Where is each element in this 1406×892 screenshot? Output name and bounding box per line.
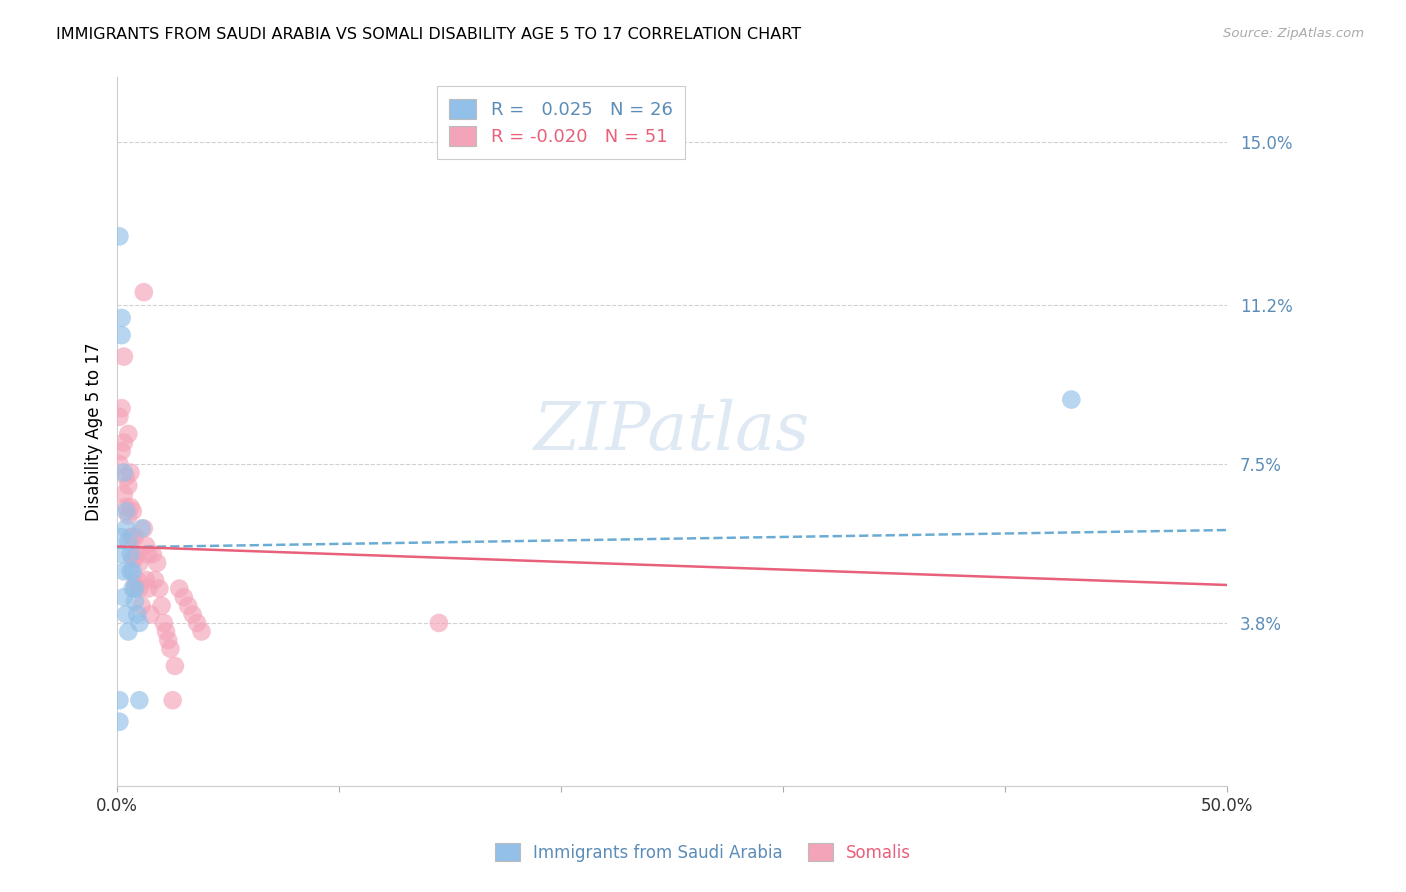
Point bbox=[131, 521, 153, 535]
Point bbox=[117, 624, 139, 639]
Point bbox=[136, 547, 159, 561]
Point bbox=[427, 615, 450, 630]
Point bbox=[115, 521, 138, 535]
Point bbox=[148, 582, 170, 596]
Point bbox=[124, 582, 146, 596]
Point bbox=[136, 582, 159, 596]
Point bbox=[117, 426, 139, 441]
Point bbox=[135, 573, 157, 587]
Point bbox=[132, 285, 155, 300]
Point bbox=[127, 547, 149, 561]
Point bbox=[111, 328, 134, 343]
Point bbox=[173, 590, 195, 604]
Point bbox=[111, 530, 134, 544]
Point bbox=[115, 500, 138, 514]
Text: Source: ZipAtlas.com: Source: ZipAtlas.com bbox=[1223, 27, 1364, 40]
Point bbox=[112, 350, 135, 364]
Point bbox=[163, 659, 186, 673]
Point bbox=[177, 599, 200, 613]
Point bbox=[115, 504, 138, 518]
Point bbox=[127, 573, 149, 587]
Point bbox=[169, 582, 191, 596]
Point bbox=[124, 530, 146, 544]
Point bbox=[128, 615, 150, 630]
Point bbox=[186, 615, 208, 630]
Point bbox=[162, 693, 184, 707]
Point bbox=[181, 607, 204, 622]
Point bbox=[117, 534, 139, 549]
Point bbox=[115, 470, 138, 484]
Point bbox=[152, 615, 174, 630]
Point bbox=[127, 607, 149, 622]
Point bbox=[150, 599, 173, 613]
Point bbox=[124, 594, 146, 608]
Point bbox=[112, 590, 135, 604]
Point bbox=[155, 624, 177, 639]
Point bbox=[132, 521, 155, 535]
Point bbox=[157, 633, 180, 648]
Point bbox=[117, 478, 139, 492]
Point bbox=[142, 547, 165, 561]
Point bbox=[121, 504, 143, 518]
Point bbox=[128, 693, 150, 707]
Point bbox=[108, 693, 131, 707]
Point bbox=[108, 714, 131, 729]
Point bbox=[111, 547, 134, 561]
Point bbox=[121, 551, 143, 566]
Point bbox=[143, 573, 166, 587]
Point bbox=[111, 401, 134, 416]
Point bbox=[112, 435, 135, 450]
Point bbox=[124, 551, 146, 566]
Point bbox=[120, 565, 142, 579]
Point bbox=[120, 530, 142, 544]
Point bbox=[108, 409, 131, 424]
Point bbox=[108, 229, 131, 244]
Point bbox=[108, 457, 131, 471]
Point bbox=[146, 556, 169, 570]
Point bbox=[131, 599, 153, 613]
Point bbox=[190, 624, 212, 639]
Point bbox=[121, 530, 143, 544]
Point bbox=[128, 582, 150, 596]
Point bbox=[115, 607, 138, 622]
Legend: R =   0.025   N = 26, R = -0.020   N = 51: R = 0.025 N = 26, R = -0.020 N = 51 bbox=[437, 87, 685, 159]
Point bbox=[112, 466, 135, 480]
Point bbox=[120, 500, 142, 514]
Point bbox=[121, 565, 143, 579]
Point bbox=[120, 466, 142, 480]
Point bbox=[1060, 392, 1083, 407]
Point bbox=[121, 582, 143, 596]
Point bbox=[111, 310, 134, 325]
Point bbox=[112, 565, 135, 579]
Text: ZIPatlas: ZIPatlas bbox=[534, 399, 810, 465]
Point bbox=[159, 641, 181, 656]
Point bbox=[124, 577, 146, 591]
Y-axis label: Disability Age 5 to 17: Disability Age 5 to 17 bbox=[86, 343, 103, 521]
Legend: Immigrants from Saudi Arabia, Somalis: Immigrants from Saudi Arabia, Somalis bbox=[486, 835, 920, 871]
Point bbox=[128, 556, 150, 570]
Point bbox=[120, 547, 142, 561]
Point bbox=[135, 539, 157, 553]
Point bbox=[139, 607, 162, 622]
Point bbox=[112, 487, 135, 501]
Text: IMMIGRANTS FROM SAUDI ARABIA VS SOMALI DISABILITY AGE 5 TO 17 CORRELATION CHART: IMMIGRANTS FROM SAUDI ARABIA VS SOMALI D… bbox=[56, 27, 801, 42]
Point bbox=[117, 508, 139, 523]
Point bbox=[111, 444, 134, 458]
